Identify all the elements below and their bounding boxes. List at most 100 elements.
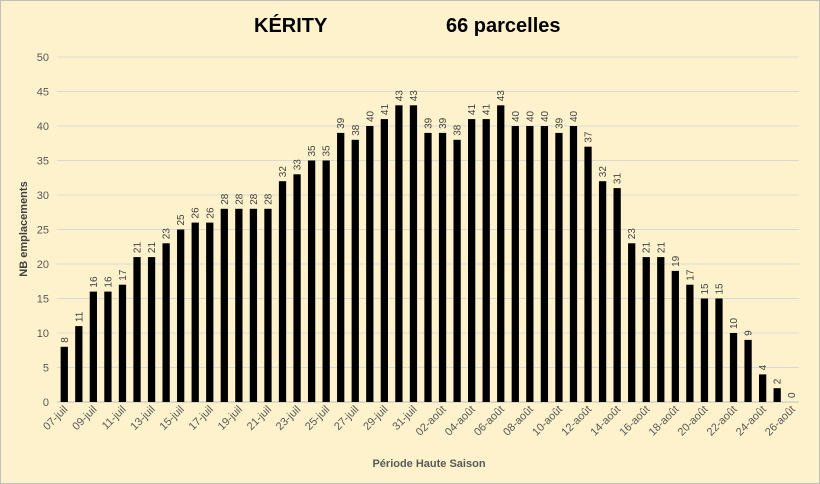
data-label: 21 bbox=[133, 242, 144, 254]
bar bbox=[511, 126, 519, 402]
x-tick-label: 10-août bbox=[530, 404, 565, 439]
x-tick-label: 24-août bbox=[734, 404, 769, 439]
bar bbox=[628, 243, 636, 402]
bar bbox=[337, 132, 345, 402]
x-tick-label: 13-juil bbox=[128, 404, 157, 433]
data-label: 39 bbox=[438, 117, 449, 129]
bar bbox=[249, 208, 258, 402]
x-tick-label: 06-août bbox=[472, 404, 507, 439]
data-label: 40 bbox=[365, 110, 376, 122]
bar bbox=[453, 139, 461, 403]
y-tick-label: 5 bbox=[43, 363, 49, 375]
x-axis-label: Période Haute Saison bbox=[372, 458, 485, 470]
data-label: 32 bbox=[278, 166, 289, 178]
x-tick-label: 20-août bbox=[676, 404, 711, 439]
bar bbox=[438, 132, 447, 402]
x-tick-label: 15-juil bbox=[158, 404, 187, 433]
data-label: 39 bbox=[424, 117, 435, 129]
data-label: 31 bbox=[613, 173, 624, 185]
bar bbox=[206, 222, 214, 402]
x-tick-label: 29-juil bbox=[361, 404, 390, 433]
data-label: 21 bbox=[656, 242, 667, 254]
bar bbox=[715, 298, 723, 402]
y-tick-label: 20 bbox=[37, 259, 49, 271]
bar bbox=[307, 160, 316, 402]
data-label: 35 bbox=[322, 145, 333, 157]
data-label: 41 bbox=[482, 104, 493, 116]
x-tick-label: 11-juil bbox=[100, 404, 129, 433]
data-label: 21 bbox=[642, 242, 653, 254]
y-tick-label: 15 bbox=[37, 294, 49, 306]
bar bbox=[482, 119, 490, 402]
data-label: 25 bbox=[176, 214, 187, 226]
data-label: 8 bbox=[60, 337, 71, 343]
x-tick-label: 25-juil bbox=[303, 404, 332, 433]
y-tick-label: 25 bbox=[37, 225, 49, 237]
data-label: 23 bbox=[627, 228, 638, 240]
x-tick-label: 27-juil bbox=[332, 404, 361, 433]
data-label: 33 bbox=[293, 159, 304, 171]
data-label: 15 bbox=[714, 283, 725, 295]
x-tick-label: 21-juil bbox=[245, 404, 274, 433]
bar bbox=[351, 139, 359, 403]
y-axis-label: NB emplacements bbox=[18, 181, 30, 276]
bar bbox=[147, 257, 156, 402]
x-tick-label: 19-juil bbox=[216, 404, 245, 433]
data-label: 16 bbox=[89, 276, 100, 288]
data-label: 16 bbox=[103, 276, 114, 288]
data-label: 23 bbox=[162, 228, 173, 240]
bar bbox=[569, 126, 578, 402]
bar bbox=[584, 146, 592, 402]
bar bbox=[613, 188, 621, 402]
bar bbox=[162, 243, 170, 402]
x-tick-label: 14-août bbox=[588, 404, 623, 439]
data-label: 28 bbox=[249, 193, 260, 205]
bar bbox=[366, 126, 374, 402]
x-tick-label: 02-août bbox=[414, 404, 449, 439]
chart-title: KÉRITY bbox=[254, 15, 328, 37]
bar bbox=[133, 257, 141, 402]
x-tick-label: 17-juil bbox=[187, 404, 216, 433]
bar bbox=[468, 119, 476, 402]
bar bbox=[60, 346, 68, 402]
bars bbox=[60, 105, 781, 403]
y-tick-label: 30 bbox=[37, 190, 49, 202]
bar bbox=[540, 126, 549, 402]
bar bbox=[235, 208, 243, 402]
bar bbox=[526, 126, 534, 402]
bar bbox=[729, 333, 738, 402]
y-axis-ticks: 0 5 10 15 20 25 30 35 40 45 50 bbox=[37, 52, 49, 409]
data-label: 38 bbox=[351, 124, 362, 136]
data-label: 17 bbox=[685, 269, 696, 281]
bar bbox=[322, 160, 330, 402]
data-label: 28 bbox=[220, 193, 231, 205]
x-tick-label: 12-août bbox=[559, 404, 594, 439]
data-label: 21 bbox=[147, 242, 158, 254]
data-label: 9 bbox=[744, 330, 755, 336]
x-axis-ticks: 07-juil 09-juil 11-juil 13-juil 15-juil 17-ju… bbox=[41, 404, 798, 439]
bar bbox=[264, 208, 272, 402]
bar bbox=[220, 208, 228, 402]
bar bbox=[497, 105, 505, 403]
bar bbox=[409, 105, 418, 403]
data-label: 40 bbox=[525, 110, 536, 122]
data-label: 38 bbox=[453, 124, 464, 136]
bar bbox=[104, 291, 112, 402]
bar bbox=[555, 132, 563, 402]
bar bbox=[177, 229, 185, 402]
x-tick-label: 18-août bbox=[647, 404, 682, 439]
bar bbox=[657, 257, 665, 402]
bar bbox=[75, 326, 83, 402]
chart-subtitle: 66 parcelles bbox=[446, 15, 561, 37]
data-label: 11 bbox=[74, 311, 85, 322]
bar bbox=[758, 374, 767, 402]
data-label: 39 bbox=[554, 117, 565, 129]
x-tick-label: 26-août bbox=[763, 404, 798, 439]
data-label: 41 bbox=[467, 104, 478, 116]
y-tick-label: 50 bbox=[37, 52, 49, 64]
x-tick-label: 09-juil bbox=[70, 404, 99, 433]
data-label: 40 bbox=[540, 110, 551, 122]
